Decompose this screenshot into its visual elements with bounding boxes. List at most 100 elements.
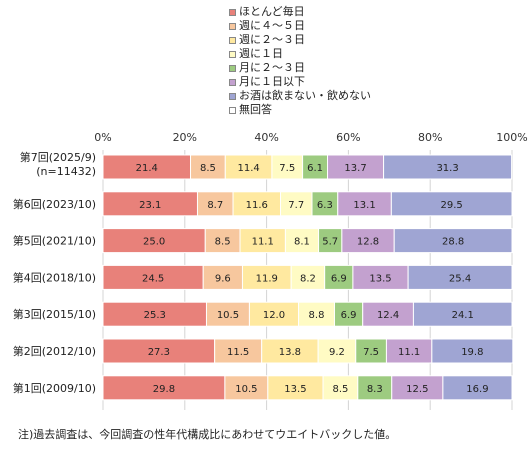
category-label: 第7回(2025/9) [20, 150, 96, 164]
legend-item: 月に１日以下 [229, 75, 371, 89]
category-label: 第4回(2018/10) [13, 270, 96, 284]
legend-item: 週に４～５日 [229, 19, 371, 33]
bar-segment [355, 338, 387, 364]
bar-segment [311, 191, 339, 217]
bar-segment [385, 338, 433, 364]
data-label: 13.5 [284, 384, 306, 395]
data-label: 6.1 [307, 163, 323, 174]
bar-segment [284, 228, 320, 254]
bar-segment [333, 301, 364, 327]
bar-segment [190, 154, 226, 180]
data-label: 25.0 [143, 237, 165, 248]
legend-swatch [229, 8, 236, 16]
bar-segment [239, 228, 286, 254]
data-label: 24.5 [142, 273, 164, 284]
legend-swatch [229, 92, 236, 100]
data-label: 6.9 [341, 310, 357, 321]
tick-label: 80% [418, 131, 442, 144]
bar-segment [407, 264, 513, 290]
bar-segment [102, 154, 192, 180]
legend-label: 週に４～５日 [239, 19, 305, 32]
tick-label: 20% [173, 131, 197, 144]
data-label: 12.4 [377, 310, 399, 321]
data-label: 8.8 [309, 310, 325, 321]
data-label: 16.9 [466, 384, 488, 395]
bar-segment [442, 375, 513, 401]
bar-segment [352, 264, 409, 290]
data-label: 13.8 [279, 347, 301, 358]
legend-item: 無回答 [229, 103, 371, 117]
legend-swatch [229, 78, 236, 86]
data-label: 27.3 [148, 347, 170, 358]
bar-segment [280, 191, 313, 217]
data-label: 11.9 [256, 273, 278, 284]
legend-swatch [229, 36, 236, 44]
data-label: 6.9 [331, 273, 347, 284]
bar-segment [431, 338, 514, 364]
tick-label: 40% [254, 131, 278, 144]
data-label: 9.2 [329, 347, 345, 358]
data-label: 12.5 [406, 384, 428, 395]
data-label: 7.5 [363, 347, 379, 358]
data-label: 6.3 [317, 200, 333, 211]
tick-label: 0% [94, 131, 111, 144]
data-label: 28.8 [442, 237, 464, 248]
legend-item: 月に２～３日 [229, 61, 371, 75]
bar-segment [383, 154, 513, 180]
bar-segment [412, 301, 513, 327]
legend-label: 月に１日以下 [239, 75, 305, 88]
category-label: 第3回(2015/10) [13, 307, 96, 321]
data-label: 11.6 [246, 200, 268, 211]
legend-label: 週に１日 [239, 47, 283, 60]
data-label: 8.7 [207, 200, 223, 211]
data-label: 7.7 [288, 200, 304, 211]
data-label: 11.1 [398, 347, 420, 358]
data-label: 12.0 [263, 310, 285, 321]
bar-segment [337, 191, 392, 217]
data-label: 9.6 [215, 273, 231, 284]
category-label: 第5回(2021/10) [13, 234, 96, 248]
data-label: 8.5 [200, 163, 216, 174]
data-label: 19.8 [461, 347, 483, 358]
data-label: 8.3 [367, 384, 383, 395]
data-label: 8.5 [332, 384, 348, 395]
category-label: 第6回(2023/10) [13, 197, 96, 211]
bar-segment [393, 228, 513, 254]
legend-swatch [229, 64, 236, 72]
legend-item: 週に２～３日 [229, 33, 371, 47]
bar-segment [102, 301, 207, 327]
data-label: 13.5 [369, 273, 391, 284]
bar-segment [202, 264, 243, 290]
data-label: 7.5 [279, 163, 295, 174]
category-label: 第1回(2009/10) [13, 381, 96, 395]
legend-swatch [229, 106, 236, 114]
legend: ほとんど毎日 週に４～５日 週に２～３日 週に１日 月に２～３日 月に１日以下 お酒は飲まな… [229, 5, 371, 117]
bar-segment [322, 375, 359, 401]
bar-segment [290, 264, 326, 290]
bar-segment [271, 154, 304, 180]
bar-segment [205, 301, 250, 327]
data-label: 25.4 [449, 273, 471, 284]
tick-label: 60% [336, 131, 360, 144]
bar-segment [327, 154, 385, 180]
legend-item: ほとんど毎日 [229, 5, 371, 19]
legend-label: 週に２～３日 [239, 33, 305, 46]
data-label: 13.1 [353, 200, 375, 211]
data-label: 8.5 [215, 237, 231, 248]
bar-segment [196, 191, 234, 217]
data-label: 5.7 [322, 237, 338, 248]
legend-swatch [229, 22, 236, 30]
bar-segment [224, 375, 269, 401]
tick-label: 100% [496, 131, 527, 144]
data-label: 11.1 [252, 237, 274, 248]
legend-label: お酒は飲まない・飲めない [239, 89, 371, 102]
bar-segment [204, 228, 241, 254]
bar-segment [248, 301, 300, 327]
data-label: 8.2 [300, 273, 316, 284]
legend-label: 月に２～３日 [239, 61, 305, 74]
bar-segment [102, 228, 206, 254]
data-label: 11.4 [237, 163, 259, 174]
data-label: 29.5 [441, 200, 463, 211]
bar-segment [267, 375, 324, 401]
